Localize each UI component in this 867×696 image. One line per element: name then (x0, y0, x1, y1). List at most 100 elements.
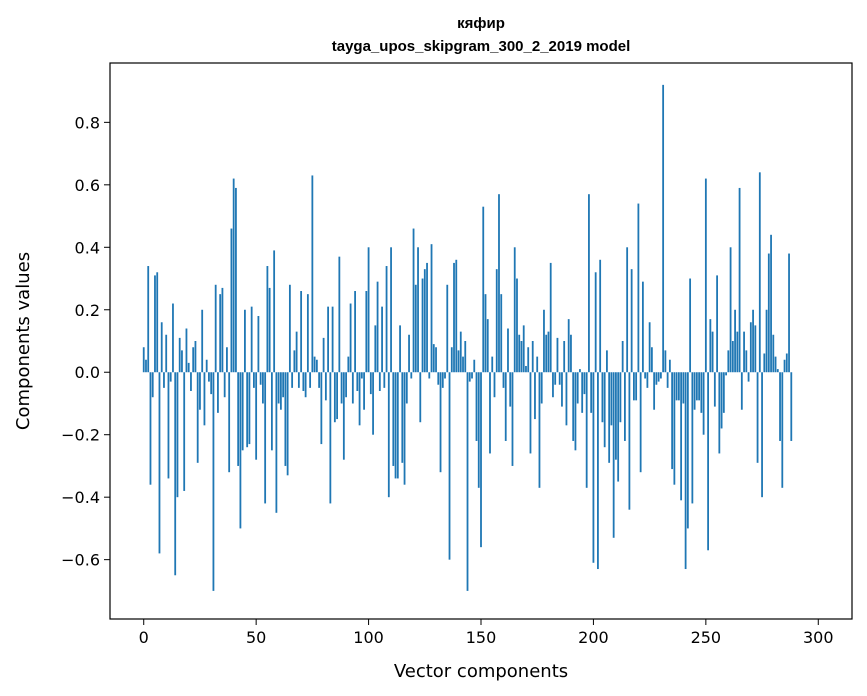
bar (444, 372, 446, 379)
bar (563, 341, 566, 373)
bar (410, 372, 413, 379)
bar (235, 187, 237, 373)
bar (790, 372, 793, 441)
bar (713, 372, 716, 407)
bar (644, 372, 647, 379)
bar (408, 334, 410, 373)
bar (315, 359, 318, 373)
bar (633, 372, 635, 401)
bar (529, 372, 532, 454)
bar (210, 372, 213, 395)
bar (624, 372, 626, 441)
bar (275, 372, 278, 513)
bar (201, 309, 204, 373)
bar (774, 356, 777, 373)
bar (788, 253, 790, 373)
bar (219, 294, 222, 373)
bar (552, 372, 554, 398)
bar (167, 372, 170, 479)
bar (502, 372, 505, 388)
bar (237, 372, 240, 466)
bar (597, 372, 599, 570)
bar (599, 259, 602, 373)
x-axis-ticks: 0 50 100 150 200 250 300 (139, 619, 834, 647)
bar (511, 372, 514, 466)
bar (286, 372, 289, 476)
bar (662, 84, 665, 373)
bar (740, 372, 743, 410)
bar (241, 372, 244, 451)
bar (630, 269, 633, 373)
bar (491, 356, 494, 373)
bar (758, 172, 761, 373)
bar (147, 266, 150, 373)
y-axis-ticks: −0.6 −0.4 −0.2 0.0 0.2 0.4 0.6 0.8 (61, 113, 110, 570)
bar (749, 322, 752, 373)
y-tick-label: 0.0 (75, 363, 100, 382)
bar (653, 372, 656, 410)
bar (583, 372, 586, 395)
bar (752, 309, 754, 373)
bar (504, 372, 507, 441)
bar (720, 372, 723, 429)
bar (698, 372, 700, 401)
bar (734, 309, 736, 373)
bar (302, 372, 305, 391)
bar (372, 372, 374, 435)
bar (293, 350, 296, 373)
bar (689, 278, 692, 373)
bar (621, 341, 624, 373)
bar (639, 372, 642, 473)
bar (655, 372, 658, 385)
bar (169, 372, 172, 382)
bar (369, 372, 372, 395)
bar (217, 372, 219, 413)
bar (327, 306, 329, 373)
bar (291, 372, 294, 388)
bar (619, 372, 622, 423)
bar (417, 247, 419, 373)
bar (475, 372, 478, 441)
bar (172, 303, 174, 373)
bar (545, 334, 548, 373)
bar (781, 372, 784, 488)
bar (392, 372, 395, 466)
bar (151, 372, 154, 398)
bar (767, 253, 770, 373)
bar (556, 337, 559, 373)
bar (196, 372, 199, 463)
bar (716, 275, 718, 373)
x-tick-label: 300 (803, 628, 834, 647)
bar (376, 281, 379, 373)
bar (419, 372, 422, 423)
bar (360, 372, 363, 379)
bar (686, 372, 689, 529)
bar (160, 322, 163, 373)
bar (507, 328, 509, 373)
bar (331, 306, 334, 373)
bar (437, 372, 440, 385)
bar (311, 175, 314, 373)
bar (590, 372, 593, 413)
bar (176, 372, 179, 498)
bar (783, 359, 786, 373)
bar (691, 372, 694, 504)
bar (450, 347, 453, 373)
bar (659, 372, 662, 379)
y-axis-label: Components values (13, 252, 34, 430)
bar (754, 325, 757, 373)
bar (761, 372, 763, 498)
bar (441, 372, 444, 388)
bar (279, 372, 282, 410)
bar (457, 350, 460, 373)
bar (466, 372, 469, 591)
bar (558, 372, 561, 385)
bar (731, 341, 734, 373)
bar (743, 331, 745, 373)
bar (446, 284, 449, 373)
bar (322, 337, 325, 373)
bar (246, 372, 249, 448)
bar (579, 369, 581, 373)
bar (588, 194, 590, 373)
bar (518, 334, 521, 373)
